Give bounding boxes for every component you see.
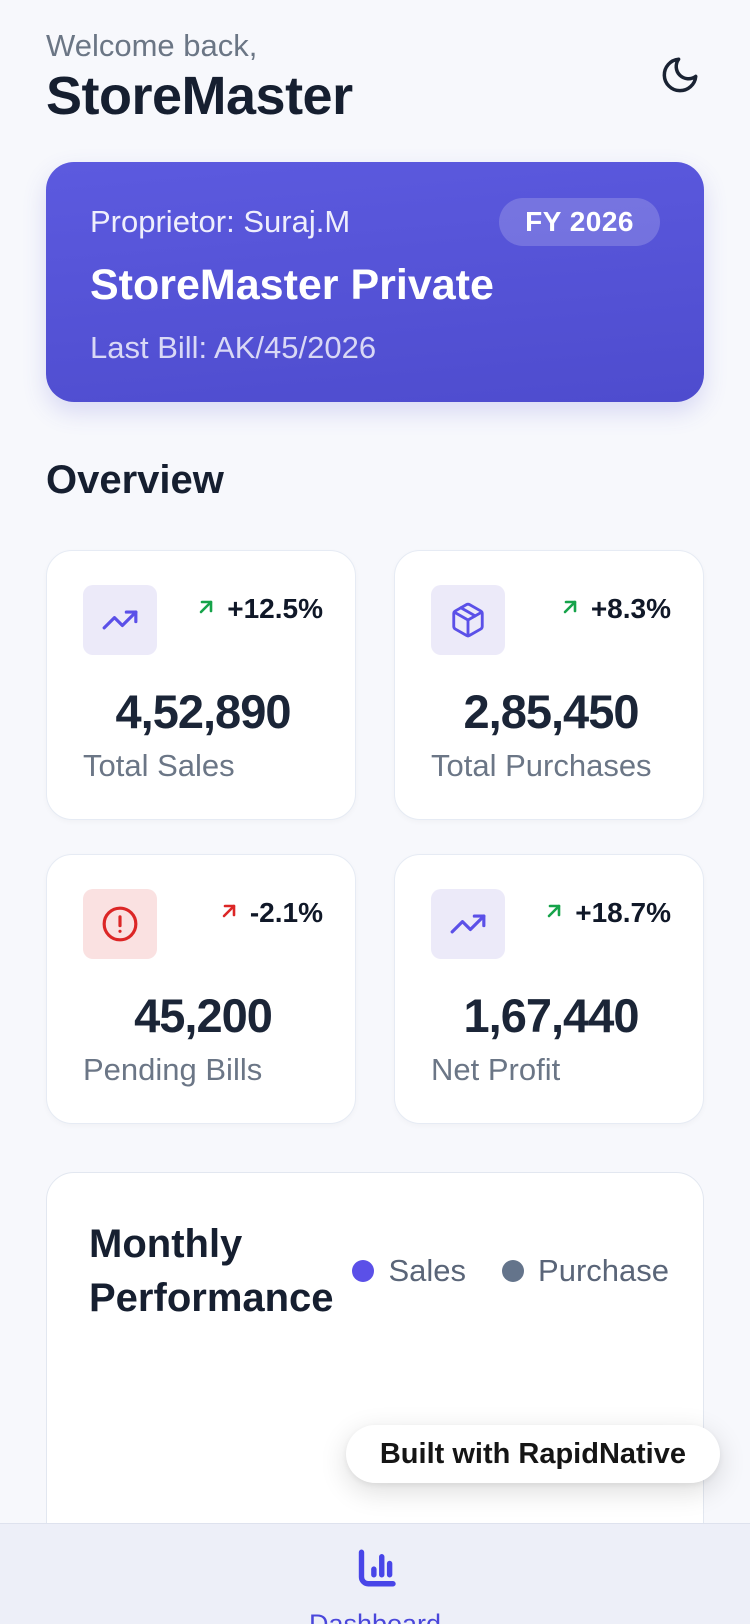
stat-delta: -2.1% bbox=[217, 897, 323, 929]
stat-label: Total Purchases bbox=[431, 748, 652, 783]
arrow-up-right-icon bbox=[558, 595, 582, 624]
bar-chart-icon bbox=[348, 1541, 402, 1598]
legend-label: Sales bbox=[388, 1253, 467, 1288]
delta-value: +18.7% bbox=[575, 897, 671, 928]
chart-title: Monthly Performance bbox=[89, 1222, 334, 1320]
attribution-label: Built with RapidNative bbox=[379, 1437, 686, 1470]
company-name: StoreMaster Private bbox=[90, 261, 494, 309]
overview-section-title: Overview bbox=[46, 458, 224, 502]
stat-delta: +18.7% bbox=[542, 897, 671, 929]
stat-delta: +8.3% bbox=[558, 593, 671, 625]
stats-grid: +12.5% 4,52,890 Total Sales bbox=[46, 550, 704, 1124]
arrow-up-right-icon bbox=[194, 595, 218, 624]
moon-icon bbox=[659, 54, 701, 99]
stat-value: 1,67,440 bbox=[463, 989, 640, 1042]
stat-label: Pending Bills bbox=[83, 1052, 263, 1087]
bottom-nav: Dashboard bbox=[0, 1523, 750, 1624]
delta-value: -2.1% bbox=[249, 897, 323, 928]
stat-card-total-sales: +12.5% 4,52,890 Total Sales bbox=[46, 550, 356, 820]
legend-label: Purchase bbox=[538, 1253, 669, 1288]
legend-item-purchase: Purchase bbox=[502, 1253, 669, 1289]
arrow-up-right-icon bbox=[217, 899, 241, 928]
proprietor-text: Proprietor: Suraj.M bbox=[90, 204, 351, 239]
stat-label: Total Sales bbox=[83, 748, 235, 783]
stat-card-pending-bills: -2.1% 45,200 Pending Bills bbox=[46, 854, 356, 1124]
stat-value: 4,52,890 bbox=[115, 685, 292, 738]
sales-legend-dot-icon bbox=[352, 1260, 375, 1282]
monthly-performance-card: Monthly Performance Sales Purchase bbox=[46, 1172, 704, 1592]
greeting-text: Welcome back, bbox=[46, 28, 258, 63]
arrow-up-right-icon bbox=[542, 899, 566, 928]
built-with-rapidnative-badge[interactable]: Built with RapidNative bbox=[345, 1425, 720, 1483]
trending-up-icon bbox=[431, 889, 505, 959]
stat-value: 45,200 bbox=[134, 989, 273, 1042]
package-icon bbox=[431, 585, 505, 655]
stat-delta: +12.5% bbox=[194, 593, 323, 625]
alert-circle-icon bbox=[83, 889, 157, 959]
stat-card-net-profit: +18.7% 1,67,440 Net Profit bbox=[394, 854, 704, 1124]
stat-value: 2,85,450 bbox=[463, 685, 640, 738]
fiscal-year-badge: FY 2026 bbox=[499, 198, 660, 246]
legend-item-sales: Sales bbox=[352, 1253, 466, 1289]
stat-card-total-purchases: +8.3% 2,85,450 Total Purchases bbox=[394, 550, 704, 820]
delta-value: +8.3% bbox=[590, 593, 671, 624]
nav-item-dashboard[interactable]: Dashboard bbox=[309, 1524, 441, 1624]
header-text: Welcome back, StoreMaster bbox=[46, 26, 353, 126]
last-bill-text: Last Bill: AK/45/2026 bbox=[90, 330, 377, 365]
header: Welcome back, StoreMaster bbox=[46, 0, 704, 126]
trending-up-icon bbox=[83, 585, 157, 655]
app-title: StoreMaster bbox=[46, 66, 353, 126]
chart-legend: Sales Purchase bbox=[352, 1253, 669, 1289]
nav-item-label: Dashboard bbox=[308, 1609, 442, 1624]
business-info-card: Proprietor: Suraj.M FY 2026 StoreMaster … bbox=[46, 162, 704, 402]
delta-value: +12.5% bbox=[227, 593, 323, 624]
purchase-legend-dot-icon bbox=[502, 1260, 525, 1282]
theme-toggle-button[interactable] bbox=[656, 52, 704, 100]
stat-label: Net Profit bbox=[431, 1052, 561, 1087]
